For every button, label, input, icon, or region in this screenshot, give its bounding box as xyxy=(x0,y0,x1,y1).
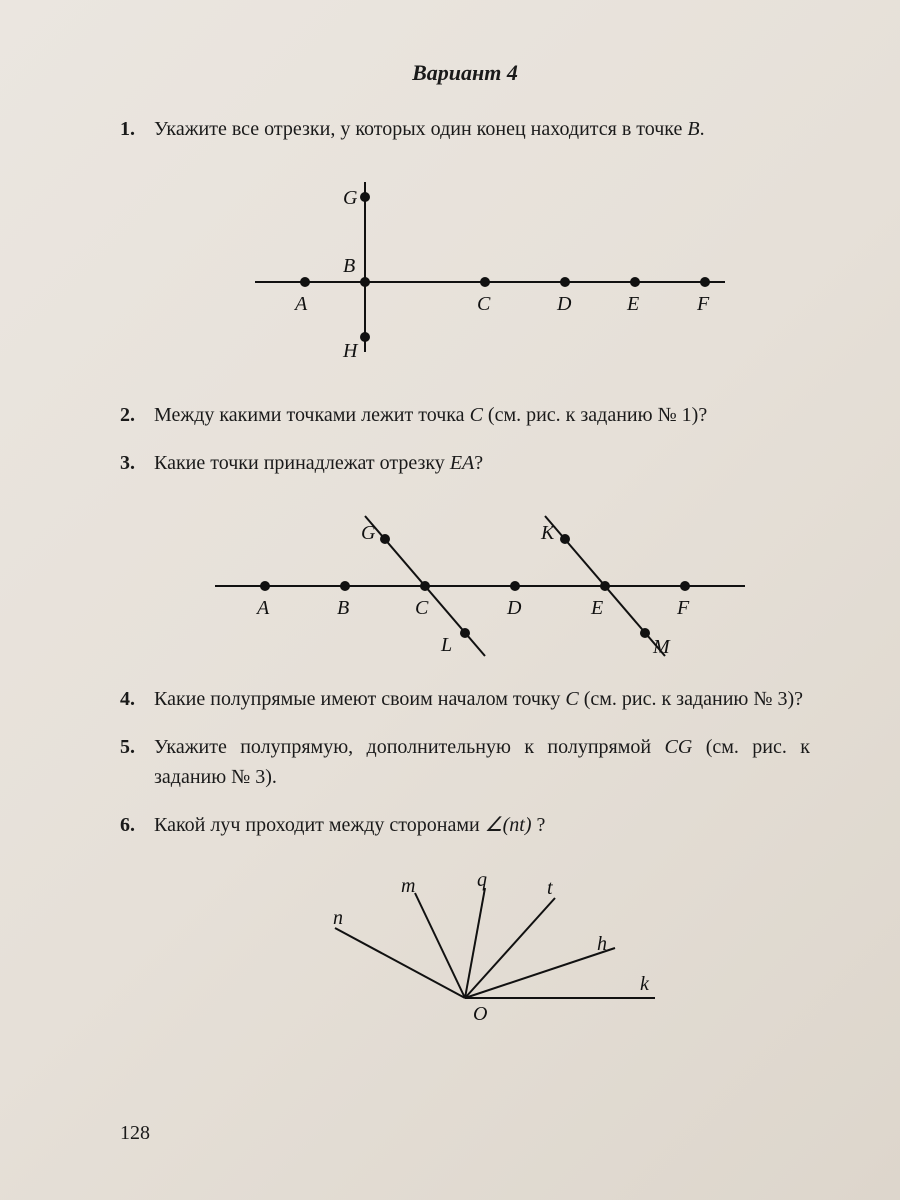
figure-1-svg: A B C D E F G H xyxy=(195,162,735,382)
text-var: B xyxy=(687,118,699,140)
problem-number: 3. xyxy=(120,448,154,478)
problem-3: 3. Какие точки принадлежат отрезку EA? xyxy=(120,448,810,478)
problem-1: 1. Укажите все отрезки, у которых один к… xyxy=(120,114,810,144)
figure-6: k h t q m n O xyxy=(120,858,810,1028)
text-pre: Какие точки принадлежат отрезку xyxy=(154,452,450,474)
svg-text:E: E xyxy=(590,597,603,619)
svg-text:F: F xyxy=(696,293,710,315)
text-pre: Укажите все отрезки, у которых один коне… xyxy=(154,118,687,140)
problem-6: 6. Какой луч проходит между сторонами ∠(… xyxy=(120,810,810,840)
problem-text: Какой луч проходит между сторонами ∠(nt)… xyxy=(154,810,810,840)
svg-text:E: E xyxy=(626,293,639,315)
problem-text: Укажите полупрямую, дополнительную к пол… xyxy=(154,732,810,792)
problem-text: Между какими точками лежит точка C (см. … xyxy=(154,400,810,430)
text-post: (см. рис. к заданию № 3)? xyxy=(579,688,803,710)
svg-text:n: n xyxy=(333,907,343,929)
page-title: Вариант 4 xyxy=(120,60,810,86)
svg-text:t: t xyxy=(547,877,553,899)
text-post: (см. рис. к заданию № 1)? xyxy=(483,404,707,426)
text-post: ? xyxy=(474,452,483,474)
svg-text:O: O xyxy=(473,1003,487,1025)
svg-text:q: q xyxy=(477,869,487,891)
svg-text:H: H xyxy=(342,340,359,362)
svg-text:L: L xyxy=(440,634,452,656)
text-var: EA xyxy=(450,452,474,474)
problem-number: 1. xyxy=(120,114,154,144)
svg-text:A: A xyxy=(293,293,308,315)
text-post: ? xyxy=(532,814,546,836)
text-pre: Какой луч проходит между сторонами xyxy=(154,814,485,836)
svg-text:F: F xyxy=(676,597,690,619)
svg-text:D: D xyxy=(556,293,572,315)
svg-text:D: D xyxy=(506,597,522,619)
text-var: CG xyxy=(665,736,693,758)
text-pre: Какие полупрямые имеют своим началом точ… xyxy=(154,688,565,710)
svg-text:K: K xyxy=(540,522,556,544)
page-number: 128 xyxy=(120,1122,150,1145)
svg-text:A: A xyxy=(255,597,270,619)
text-var: C xyxy=(470,404,483,426)
svg-text:C: C xyxy=(415,597,429,619)
problem-text: Какие точки принадлежат отрезку EA? xyxy=(154,448,810,478)
text-pre: Укажите полупрямую, дополнительную к пол… xyxy=(154,736,665,758)
svg-text:M: M xyxy=(652,636,671,658)
problem-text: Какие полупрямые имеют своим началом точ… xyxy=(154,684,810,714)
svg-text:k: k xyxy=(640,973,650,995)
problem-5: 5. Укажите полупрямую, дополнительную к … xyxy=(120,732,810,792)
figure-3-svg: A B C D E F G L K M xyxy=(175,496,755,666)
figure-1: A B C D E F G H xyxy=(120,162,810,382)
svg-text:G: G xyxy=(361,522,376,544)
text-pre: Между какими точками лежит точка xyxy=(154,404,470,426)
svg-text:G: G xyxy=(343,187,358,209)
problem-2: 2. Между какими точками лежит точка C (с… xyxy=(120,400,810,430)
text-var: C xyxy=(565,688,578,710)
problem-4: 4. Какие полупрямые имеют своим началом … xyxy=(120,684,810,714)
problem-number: 2. xyxy=(120,400,154,430)
svg-text:C: C xyxy=(477,293,491,315)
figure-3: A B C D E F G L K M xyxy=(120,496,810,666)
figure-6-svg: k h t q m n O xyxy=(255,858,675,1028)
svg-text:B: B xyxy=(337,597,349,619)
problem-number: 5. xyxy=(120,732,154,762)
problem-text: Укажите все отрезки, у которых один коне… xyxy=(154,114,810,144)
problem-number: 4. xyxy=(120,684,154,714)
problem-number: 6. xyxy=(120,810,154,840)
page: Вариант 4 1. Укажите все отрезки, у кото… xyxy=(0,0,900,1200)
svg-text:B: B xyxy=(343,255,355,277)
svg-text:h: h xyxy=(597,933,607,955)
text-var: ∠(nt) xyxy=(485,814,532,836)
svg-text:m: m xyxy=(401,875,415,897)
text-post: . xyxy=(700,118,705,140)
